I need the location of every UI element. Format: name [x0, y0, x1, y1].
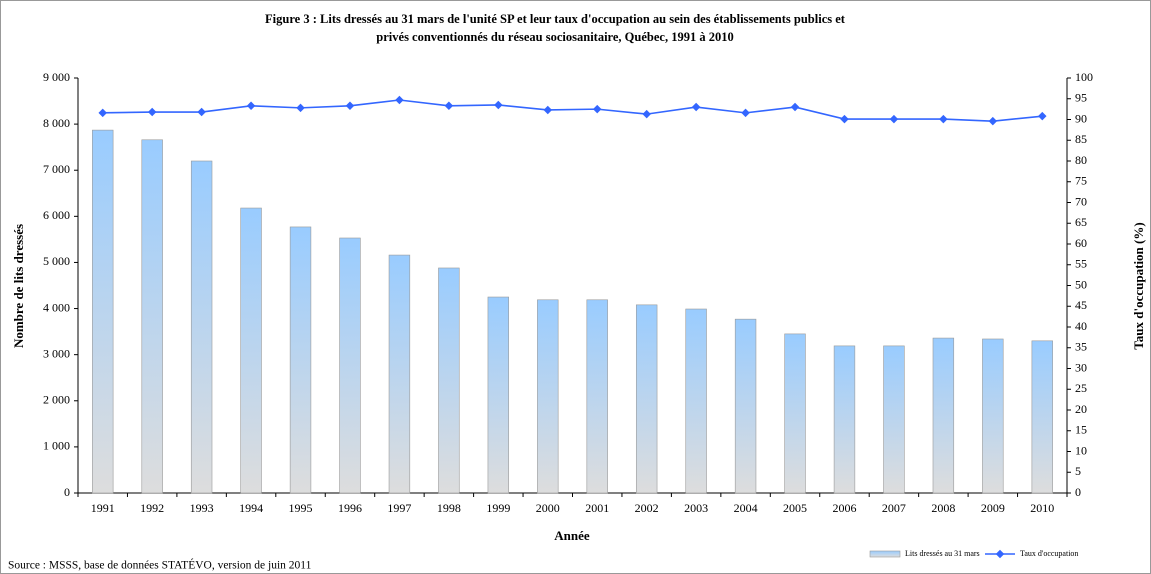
line-marker — [345, 101, 355, 111]
bar — [487, 296, 510, 494]
y2-tick-label: 0 — [1075, 485, 1081, 499]
line-marker — [296, 103, 305, 113]
legend-label: Lits dressés au 31 mars — [905, 549, 980, 558]
bar — [141, 139, 163, 494]
x-tick-label: 2010 — [1030, 501, 1054, 515]
y2-tick-label: 95 — [1075, 91, 1087, 105]
x-tick-label: 1993 — [190, 501, 214, 515]
bar — [289, 226, 312, 494]
bar — [438, 267, 460, 494]
y2-tick-label: 35 — [1075, 340, 1087, 354]
x-tick-label: 2001 — [585, 501, 609, 515]
bar — [734, 318, 757, 494]
x-tick-label: 2007 — [882, 501, 906, 515]
x-tick-label: 1992 — [140, 501, 164, 515]
y2-tick-label: 10 — [1075, 443, 1087, 457]
y2-tick-label: 85 — [1075, 132, 1087, 146]
y-tick-label: 3 000 — [43, 346, 70, 360]
bar — [883, 345, 905, 494]
bar — [833, 345, 856, 494]
y-tick-label: 6 000 — [43, 208, 70, 222]
x-tick-label: 1994 — [239, 501, 263, 515]
chart-title: Figure 3 : Lits dressés au 31 mars de l'… — [265, 12, 846, 26]
x-tick-label: 1998 — [437, 501, 461, 515]
bar — [586, 299, 608, 494]
y2-tick-label: 20 — [1075, 402, 1087, 416]
x-tick-label: 2002 — [635, 501, 659, 515]
x-tick-label: 1997 — [387, 501, 411, 515]
line-marker — [444, 101, 454, 111]
y2-tick-label: 50 — [1075, 277, 1087, 291]
bar — [982, 338, 1004, 494]
x-tick-label: 2009 — [981, 501, 1005, 515]
bar — [240, 207, 262, 494]
line-marker — [395, 95, 404, 105]
y-tick-label: 1 000 — [43, 439, 70, 453]
bar — [784, 333, 806, 494]
x-tick-label: 2005 — [783, 501, 807, 515]
y2-tick-label: 100 — [1075, 70, 1093, 84]
y2-tick-label: 30 — [1075, 360, 1087, 374]
x-tick-label: 2003 — [684, 501, 708, 515]
line-marker — [98, 108, 107, 118]
y2-tick-label: 5 — [1075, 464, 1081, 478]
y2-tick-label: 70 — [1075, 194, 1087, 208]
line — [102, 99, 1043, 122]
bar — [388, 254, 411, 494]
y2-tick-label: 55 — [1075, 257, 1087, 271]
y2-tick-label: 15 — [1075, 423, 1087, 437]
x-axis-title: Année — [554, 528, 590, 543]
y2-tick-label: 80 — [1075, 153, 1087, 167]
x-tick-label: 2006 — [832, 501, 856, 515]
y2-tick-label: 90 — [1075, 111, 1087, 125]
x-tick-label: 2004 — [734, 501, 758, 515]
bar — [932, 337, 955, 494]
x-tick-label: 1995 — [289, 501, 313, 515]
line-marker — [494, 100, 503, 110]
y-tick-label: 5 000 — [43, 254, 70, 268]
line-marker — [246, 101, 256, 111]
y-tick-label: 2 000 — [43, 393, 70, 407]
line-marker — [147, 107, 157, 117]
bar — [685, 308, 707, 494]
y-tick-label: 9 000 — [43, 70, 70, 84]
y2-tick-label: 65 — [1075, 215, 1087, 229]
x-tick-label: 1999 — [486, 501, 510, 515]
legend-marker — [995, 549, 1005, 559]
y2-tick-label: 25 — [1075, 381, 1087, 395]
y2-tick-label: 60 — [1075, 236, 1087, 250]
x-tick-label: 1991 — [91, 501, 115, 515]
y-tick-label: 8 000 — [43, 116, 70, 130]
bar — [537, 299, 559, 494]
y2-tick-label: 40 — [1075, 319, 1087, 333]
y-tick-label: 0 — [64, 485, 70, 499]
x-tick-label: 2008 — [931, 501, 955, 515]
bar — [92, 129, 114, 494]
bar — [635, 304, 658, 494]
y2-axis-title: Taux d'occupation (%) — [1131, 222, 1146, 349]
y-tick-label: 4 000 — [43, 300, 70, 314]
x-tick-label: 1996 — [338, 501, 362, 515]
y-axis-title: Nombre de lits dressés — [11, 224, 26, 348]
bar — [339, 237, 361, 494]
line-marker — [197, 107, 206, 117]
y2-tick-label: 75 — [1075, 174, 1087, 188]
bar — [190, 160, 213, 494]
y-tick-label: 7 000 — [43, 162, 70, 176]
y2-tick-label: 45 — [1075, 298, 1087, 312]
legend-label: Taux d'occupation — [1020, 549, 1078, 558]
x-tick-label: 2000 — [536, 501, 560, 515]
legend-swatch — [869, 550, 901, 558]
bar — [1031, 340, 1053, 494]
source: Source : MSSS, base de données STATÉVO, … — [8, 558, 312, 572]
chart-subtitle: privés conventionnés du réseau sociosani… — [376, 30, 733, 44]
